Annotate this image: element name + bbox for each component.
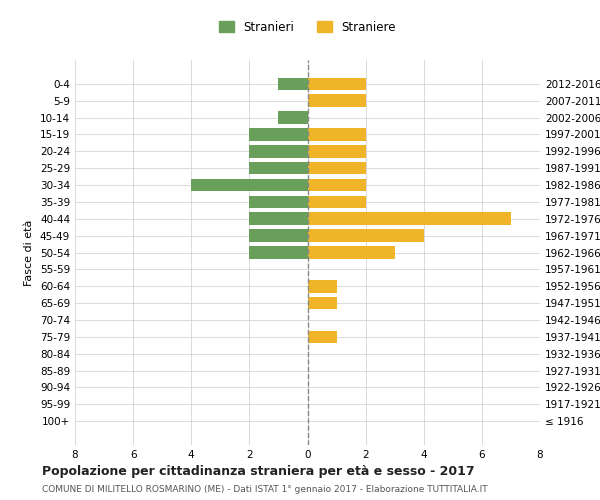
Bar (308, 94, 365, 107)
Bar (308, 78, 365, 90)
Bar (308, 145, 365, 158)
Bar (250, 145, 308, 158)
Bar (308, 280, 337, 292)
Bar (191, 178, 308, 192)
Bar (250, 246, 308, 259)
Bar (250, 212, 308, 225)
Bar (308, 230, 424, 242)
Bar (250, 230, 308, 242)
Bar (308, 212, 511, 225)
Bar (278, 111, 308, 124)
Bar (308, 196, 365, 208)
Bar (308, 246, 395, 259)
Bar (308, 128, 365, 141)
Bar (250, 196, 308, 208)
Y-axis label: Fasce di età: Fasce di età (25, 220, 34, 286)
Legend: Stranieri, Straniere: Stranieri, Straniere (215, 16, 400, 38)
Bar (308, 162, 365, 174)
Bar (308, 178, 365, 192)
Bar (308, 297, 337, 310)
Bar (250, 162, 308, 174)
Text: COMUNE DI MILITELLO ROSMARINO (ME) - Dati ISTAT 1° gennaio 2017 - Elaborazione T: COMUNE DI MILITELLO ROSMARINO (ME) - Dat… (42, 485, 488, 494)
Bar (278, 78, 308, 90)
Bar (308, 330, 337, 343)
Text: Popolazione per cittadinanza straniera per età e sesso - 2017: Popolazione per cittadinanza straniera p… (42, 465, 475, 478)
Bar (250, 128, 308, 141)
